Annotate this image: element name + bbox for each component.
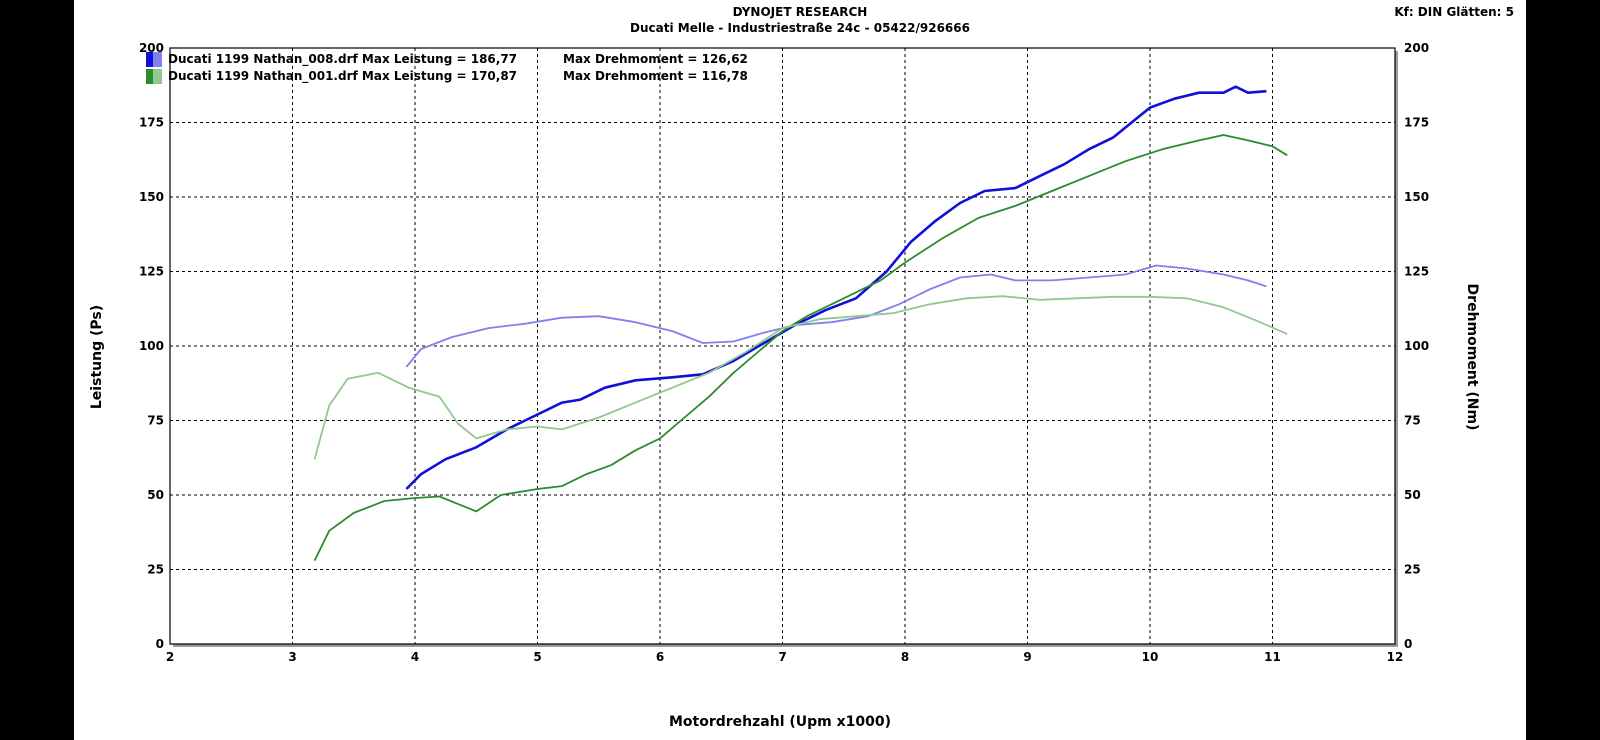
series-line-3 [313,295,1288,460]
y2-tick-label: 175 [1404,116,1429,130]
legend-max-power: Max Leistung = 170,87 [361,69,518,83]
x-tick-label: 11 [1264,650,1281,664]
x-axis-ticks: 2 3 4 5 6 7 8 9 10 11 12 [166,650,1404,664]
legend-file-power: Ducati 1199 Nathan_008.drf Max Leistung … [168,52,517,66]
x-tick-label: 9 [1023,650,1031,664]
x-tick-label: 7 [778,650,786,664]
y-tick-label: 50 [147,488,164,502]
series-line-0 [405,85,1267,490]
plot-border [169,47,1396,645]
y2-tick-label: 75 [1404,414,1421,428]
legend-max-torque: Max Drehmoment = 126,62 [563,52,748,66]
y2-tick-label: 200 [1404,41,1429,55]
legend-file-name: Ducati 1199 Nathan_001.drf [168,69,358,83]
chart-subtitle: Ducati Melle - Industriestraße 24c - 054… [630,21,970,35]
y-tick-label: 150 [139,190,164,204]
x-tick-label: 8 [901,650,909,664]
x-axis-label: Motordrehzahl (Upm x1000) [669,714,891,730]
y2-tick-label: 100 [1404,339,1429,353]
y-tick-label: 25 [147,563,164,577]
chart-title: DYNOJET RESEARCH [732,5,868,19]
x-tick-label: 4 [411,650,419,664]
legend-swatch [146,69,162,84]
chart-grid [170,48,1395,644]
legend-file-power: Ducati 1199 Nathan_001.drf Max Leistung … [168,69,517,83]
series-layer [313,85,1288,561]
legend-max-power: Max Leistung = 186,77 [361,52,518,66]
y2-axis-label: Drehmoment (Nm) [1464,284,1480,431]
x-tick-label: 6 [656,650,664,664]
y2-tick-label: 150 [1404,190,1429,204]
y2-axis-ticks: 0 25 50 75 100 125 150 175 200 [1404,41,1429,651]
y-tick-label: 75 [147,414,164,428]
y-axis-ticks: 0 25 50 75 100 125 150 175 200 [139,41,164,651]
y2-tick-label: 25 [1404,563,1421,577]
y-tick-label: 175 [139,116,164,130]
correction-factor-info: Kf: DIN Glätten: 5 [1394,5,1514,19]
series-line-1 [405,264,1267,368]
x-tick-label: 10 [1142,650,1159,664]
y2-tick-label: 0 [1404,637,1412,651]
y2-tick-label: 125 [1404,265,1429,279]
y-tick-label: 100 [139,339,164,353]
y-tick-label: 0 [156,637,164,651]
series-line-2 [313,134,1288,561]
legend-max-torque: Max Drehmoment = 116,78 [563,69,748,83]
y-axis-label: Leistung (Ps) [89,305,105,409]
legend-file-name: Ducati 1199 Nathan_008.drf [168,52,358,66]
y2-tick-label: 50 [1404,488,1421,502]
legend-swatch [146,52,162,67]
y-tick-label: 125 [139,265,164,279]
x-tick-label: 2 [166,650,174,664]
x-tick-label: 5 [533,650,541,664]
x-tick-label: 3 [288,650,296,664]
x-tick-label: 12 [1387,650,1404,664]
y-tick-label: 200 [139,41,164,55]
